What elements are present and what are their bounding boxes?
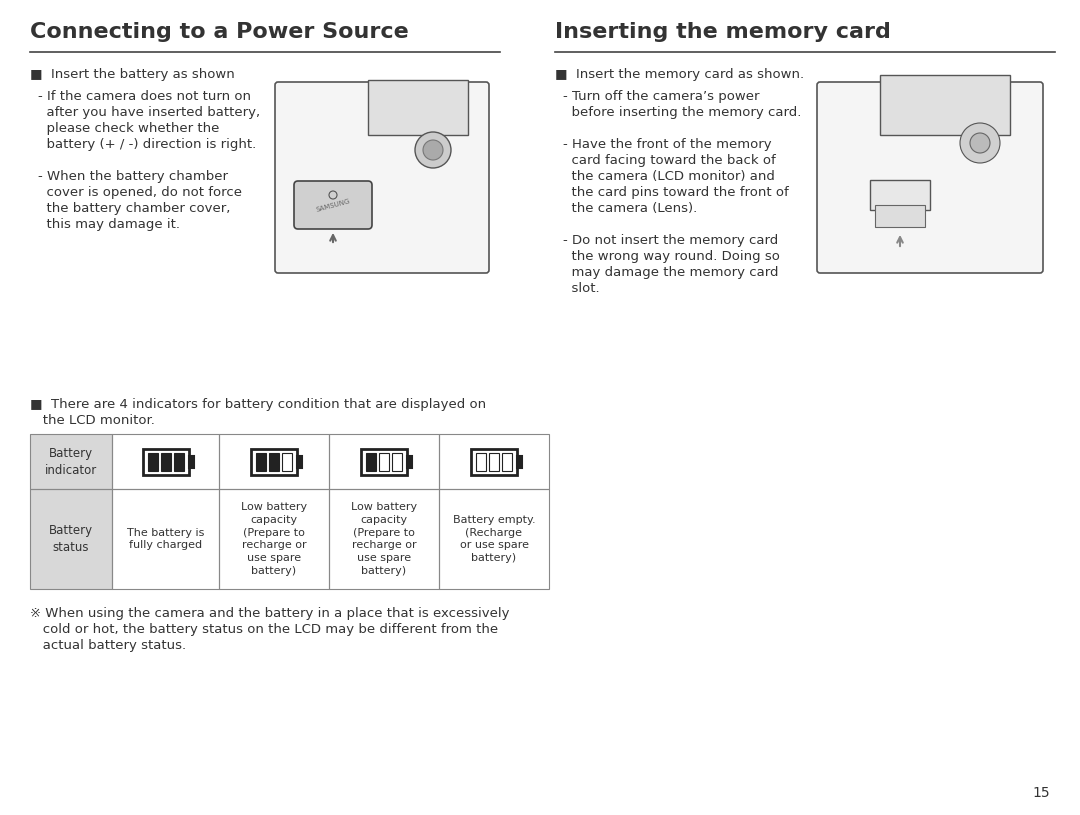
Text: the battery chamber cover,: the battery chamber cover, (38, 202, 230, 215)
Text: may damage the memory card: may damage the memory card (563, 266, 779, 279)
Text: Connecting to a Power Source: Connecting to a Power Source (30, 22, 408, 42)
Text: 15: 15 (1032, 786, 1050, 800)
Text: ※ When using the camera and the battery in a place that is excessively: ※ When using the camera and the battery … (30, 607, 510, 620)
Bar (366, 452, 376, 470)
Text: please check whether the: please check whether the (38, 122, 219, 135)
Text: this may damage it.: this may damage it. (38, 218, 180, 231)
Bar (438, 489, 549, 589)
Text: cover is opened, do not force: cover is opened, do not force (38, 186, 242, 199)
Bar (517, 456, 522, 468)
Bar (392, 452, 402, 470)
Bar (30, 434, 112, 489)
Bar (438, 434, 549, 489)
Text: actual battery status.: actual battery status. (30, 639, 186, 652)
Bar (269, 452, 279, 470)
Bar (368, 80, 468, 135)
Text: Low battery
capacity
(Prepare to
recharge or
use spare
battery): Low battery capacity (Prepare to recharg… (241, 502, 307, 576)
Text: the camera (LCD monitor) and: the camera (LCD monitor) and (563, 170, 774, 183)
Bar (870, 180, 930, 210)
Bar (189, 456, 193, 468)
Text: Low battery
capacity
(Prepare to
recharge or
use spare
battery): Low battery capacity (Prepare to recharg… (351, 502, 417, 576)
Bar (251, 448, 297, 474)
Text: cold or hot, the battery status on the LCD may be different from the: cold or hot, the battery status on the L… (30, 623, 498, 636)
Text: The battery is
fully charged: The battery is fully charged (126, 527, 204, 550)
Bar (112, 434, 219, 489)
Text: the LCD monitor.: the LCD monitor. (30, 414, 154, 427)
Bar (219, 489, 329, 589)
Bar (471, 448, 517, 474)
Bar (329, 434, 438, 489)
Bar (174, 452, 184, 470)
Bar (297, 456, 302, 468)
Bar (112, 489, 219, 589)
Text: - When the battery chamber: - When the battery chamber (38, 170, 228, 183)
FancyBboxPatch shape (294, 181, 372, 229)
Text: - If the camera does not turn on: - If the camera does not turn on (38, 90, 251, 103)
Text: before inserting the memory card.: before inserting the memory card. (563, 106, 801, 119)
Text: the card pins toward the front of: the card pins toward the front of (563, 186, 788, 199)
Bar (407, 456, 411, 468)
Bar (148, 452, 158, 470)
Text: ■  Insert the memory card as shown.: ■ Insert the memory card as shown. (555, 68, 805, 81)
Text: - Have the front of the memory: - Have the front of the memory (563, 138, 771, 151)
Text: the camera (Lens).: the camera (Lens). (563, 202, 698, 215)
Text: card facing toward the back of: card facing toward the back of (563, 154, 775, 167)
Bar (143, 448, 189, 474)
Bar (361, 448, 407, 474)
Text: after you have inserted battery,: after you have inserted battery, (38, 106, 260, 119)
Text: Battery
status: Battery status (49, 524, 93, 554)
Text: - Do not insert the memory card: - Do not insert the memory card (563, 234, 779, 247)
Text: battery (+ / -) direction is right.: battery (+ / -) direction is right. (38, 138, 256, 151)
Bar (219, 434, 329, 489)
Text: Battery
indicator: Battery indicator (45, 447, 97, 477)
Text: slot.: slot. (563, 282, 599, 295)
Bar (161, 452, 171, 470)
Bar (282, 452, 292, 470)
Bar (256, 452, 266, 470)
Bar (880, 75, 1010, 135)
Bar (875, 205, 924, 227)
FancyBboxPatch shape (816, 82, 1043, 273)
Text: Inserting the memory card: Inserting the memory card (555, 22, 891, 42)
Bar (489, 452, 499, 470)
Bar (30, 489, 112, 589)
Text: Battery empty.
(Recharge
or use spare
battery): Battery empty. (Recharge or use spare ba… (453, 515, 536, 563)
Circle shape (423, 140, 443, 160)
Bar (30, 434, 112, 489)
FancyBboxPatch shape (275, 82, 489, 273)
Bar (329, 489, 438, 589)
Circle shape (415, 132, 451, 168)
Bar (476, 452, 486, 470)
Text: ■  Insert the battery as shown: ■ Insert the battery as shown (30, 68, 234, 81)
Text: - Turn off the camera’s power: - Turn off the camera’s power (563, 90, 759, 103)
Bar (502, 452, 512, 470)
Bar (379, 452, 389, 470)
Bar (30, 489, 112, 589)
Circle shape (960, 123, 1000, 163)
Circle shape (970, 133, 990, 153)
Text: the wrong way round. Doing so: the wrong way round. Doing so (563, 250, 780, 263)
Text: SAMSUNG: SAMSUNG (315, 197, 351, 213)
Text: ■  There are 4 indicators for battery condition that are displayed on: ■ There are 4 indicators for battery con… (30, 398, 486, 411)
